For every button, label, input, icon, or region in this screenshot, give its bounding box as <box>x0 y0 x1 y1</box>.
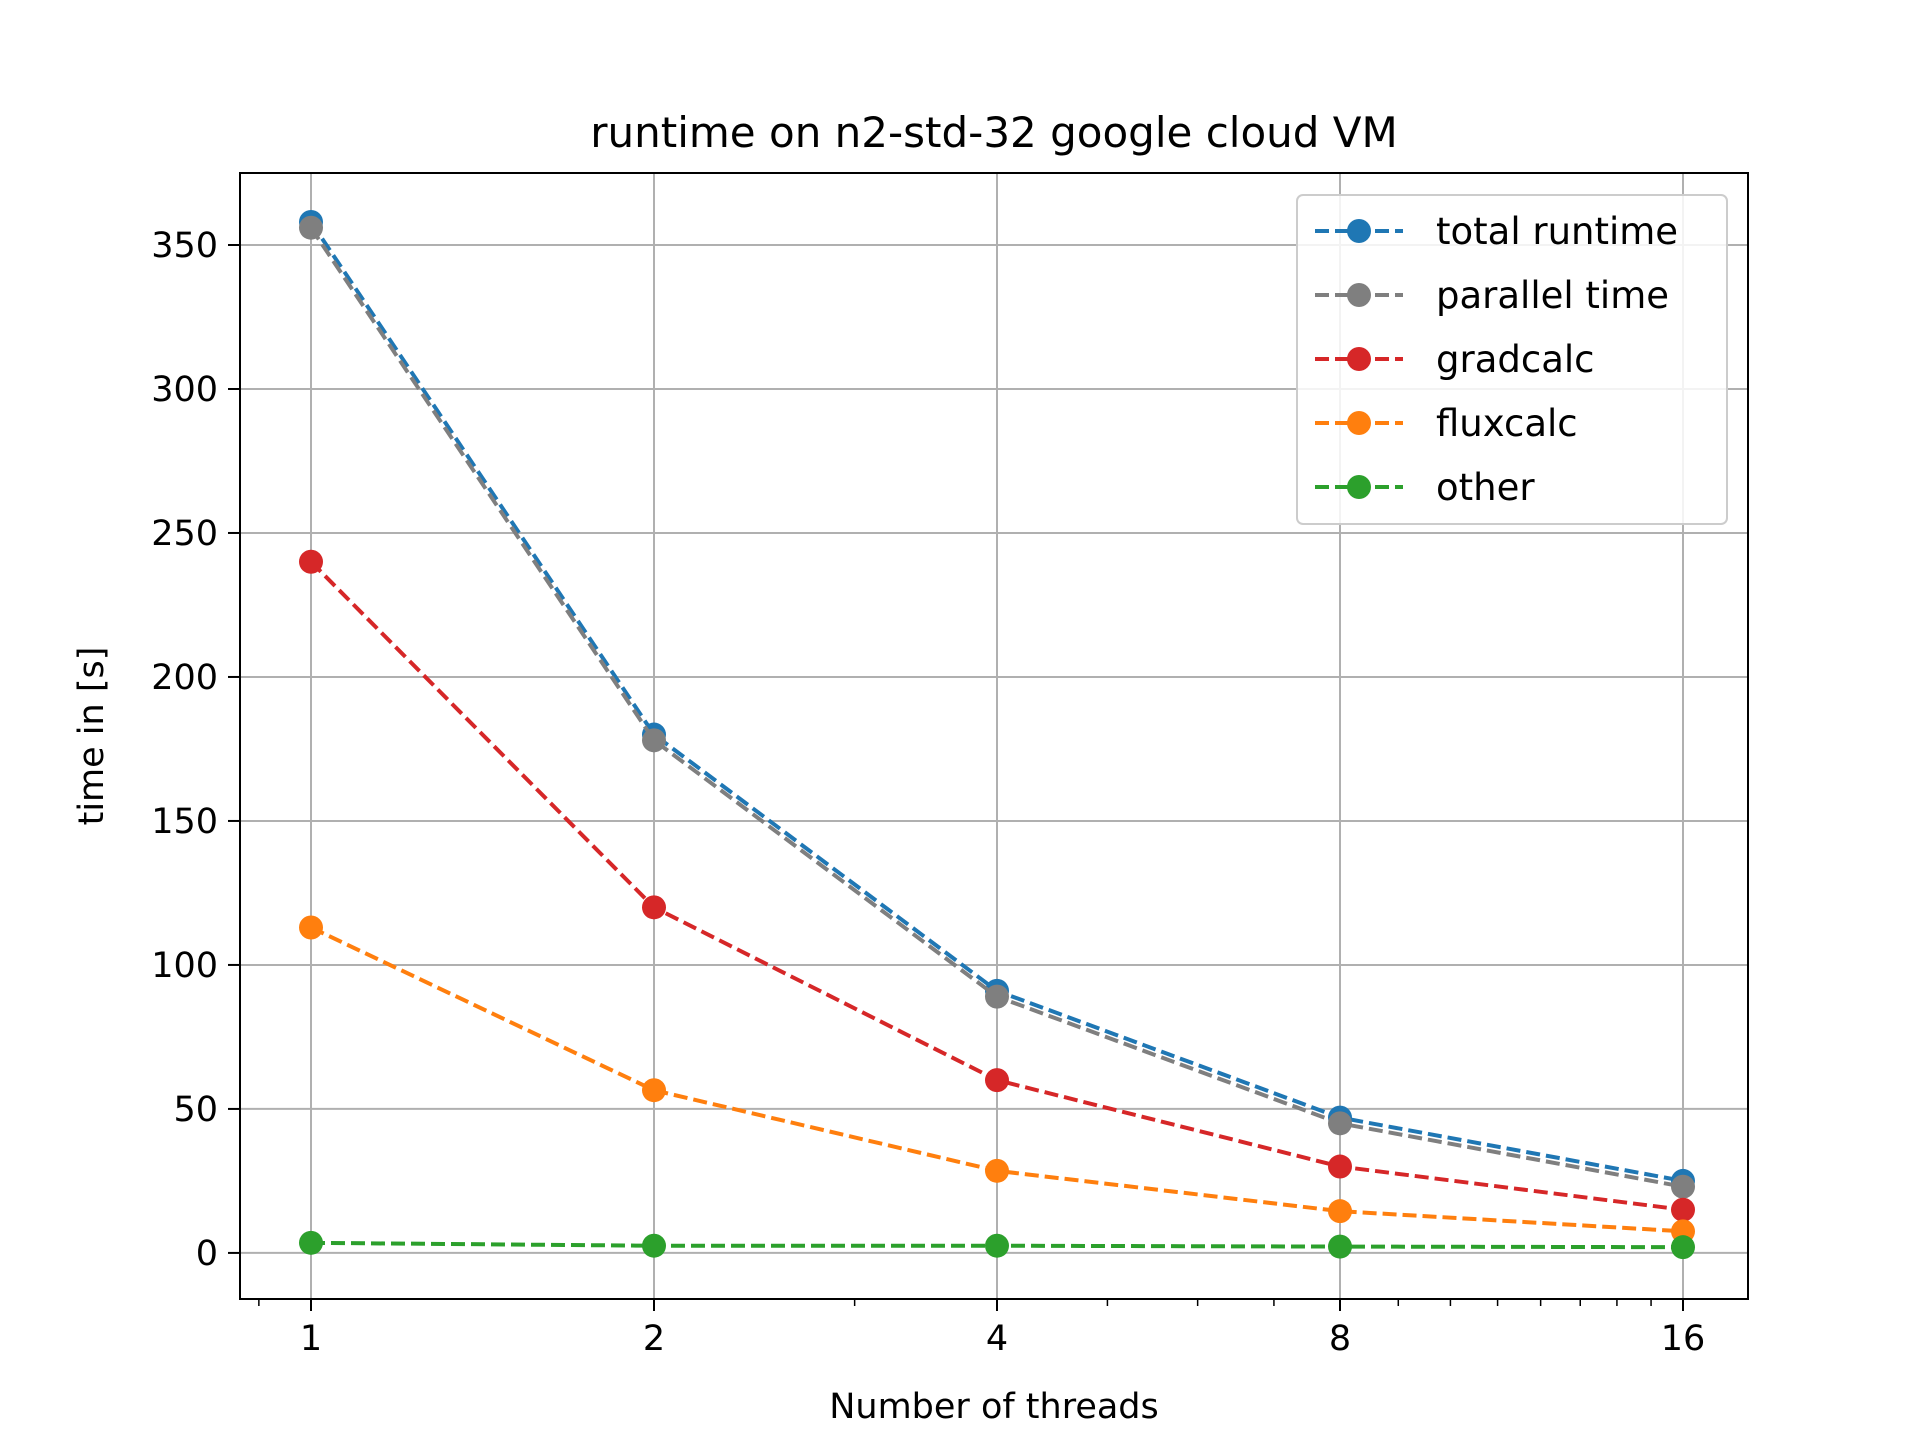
x-tick-label: 4 <box>986 1319 1008 1359</box>
legend-marker <box>1347 475 1371 499</box>
legend-marker <box>1347 219 1371 243</box>
plot-frame <box>239 172 1749 1300</box>
chart-title: runtime on n2-std-32 google cloud VM <box>590 108 1398 157</box>
legend-label: fluxcalc <box>1436 402 1578 445</box>
legend-entry: other <box>1315 466 1535 509</box>
y-tick-label: 150 <box>151 802 218 842</box>
legend-label: other <box>1436 466 1535 509</box>
data-point <box>299 915 323 940</box>
data-point <box>299 549 323 574</box>
legend-marker <box>1347 411 1371 435</box>
y-tick-label: 50 <box>173 1090 218 1130</box>
legend-entry: fluxcalc <box>1315 402 1578 445</box>
x-axis-label: Number of threads <box>829 1387 1159 1427</box>
legend-marker <box>1347 347 1371 371</box>
data-point <box>985 1233 1009 1258</box>
legend-marker <box>1347 283 1371 307</box>
data-point <box>642 728 666 753</box>
data-point <box>985 1158 1009 1183</box>
x-tick-label: 1 <box>300 1319 322 1359</box>
ticks: 1 2 4 8 16 0 50 100 150 200 250 300 350 <box>151 226 1705 1359</box>
x-tick-label: 8 <box>1329 1319 1351 1359</box>
series-gradcalc <box>299 549 1695 1222</box>
series-layer <box>299 209 1695 1260</box>
y-tick-label: 250 <box>151 514 218 554</box>
data-point <box>642 1233 666 1258</box>
y-tick-label: 300 <box>151 370 218 410</box>
data-point <box>1671 1235 1695 1260</box>
x-tick-label: 16 <box>1661 1319 1706 1359</box>
data-point <box>985 1068 1009 1093</box>
x-tick-label: 2 <box>643 1319 665 1359</box>
y-tick-label: 0 <box>196 1234 218 1274</box>
y-tick-label: 100 <box>151 946 218 986</box>
data-point <box>1328 1234 1352 1259</box>
data-point <box>1671 1174 1695 1199</box>
legend-entry: total runtime <box>1315 210 1678 253</box>
data-point <box>299 1230 323 1255</box>
legend: total runtime parallel time gradcalc fluxca… <box>1296 194 1728 525</box>
series-parallel-time <box>299 215 1695 1199</box>
legend-label: parallel time <box>1436 274 1669 317</box>
data-point <box>1328 1154 1352 1179</box>
legend-label: gradcalc <box>1436 338 1595 381</box>
data-point <box>1328 1199 1352 1224</box>
legend-entry: gradcalc <box>1315 338 1595 381</box>
y-tick-label: 200 <box>151 658 218 698</box>
y-tick-label: 350 <box>151 226 218 266</box>
data-point <box>642 895 666 920</box>
data-point <box>985 984 1009 1009</box>
legend-entry: parallel time <box>1315 274 1669 317</box>
legend-frame <box>1296 194 1728 525</box>
y-axis-label: time in [s] <box>72 647 112 826</box>
data-point <box>299 215 323 240</box>
legend-label: total runtime <box>1436 210 1678 253</box>
series-other <box>299 1230 1695 1260</box>
data-point <box>1671 1197 1695 1222</box>
data-point <box>1328 1111 1352 1136</box>
data-point <box>642 1078 666 1103</box>
